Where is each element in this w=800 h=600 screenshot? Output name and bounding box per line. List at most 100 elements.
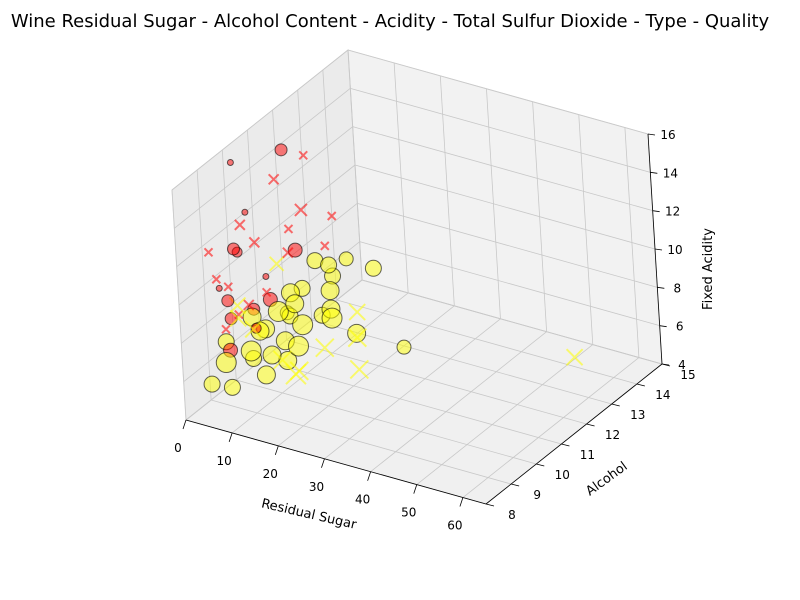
white-wine-point [256,365,276,385]
y-tick-mark [536,463,545,467]
white-wine-point [364,259,382,277]
x-marker-stroke [348,303,366,321]
grid-line-z [359,241,660,327]
y-tick-label: 9 [533,488,541,502]
x-marker-stroke [223,282,233,292]
white-wine-point [347,327,368,348]
x-marker-stroke [349,359,370,380]
z-tick-label: 10 [667,243,682,257]
z-tick-label: 6 [676,320,684,334]
z-tick-label: 8 [674,281,682,295]
white-wine-point [215,352,237,374]
x-tick-mark [367,471,371,481]
x-marker-stroke [267,173,280,185]
x-marker-stroke [315,337,335,358]
x-marker-stroke [244,320,262,339]
grid-line-x [370,331,547,473]
y-tick-label: 12 [605,428,620,442]
x-tick-mark [182,419,187,430]
white-wine-point [338,251,354,267]
y-tick-label: 10 [555,468,570,482]
grid-line-z [357,202,658,288]
white-wine-point [349,359,370,380]
grid-line-x [324,318,501,460]
x-marker-stroke [234,219,246,231]
red-wine-point [241,208,249,216]
x-tick-label: 0 [174,441,182,455]
white-wine-point [203,375,221,393]
x-axis-line [185,419,487,505]
red-wine-point [282,247,294,259]
y-axis-line [485,363,663,505]
grid-line-z [174,88,351,229]
z-tick-mark [654,248,663,251]
y-axis-label: Alcohol [583,459,630,499]
z-tick-label: 12 [665,205,680,219]
y-tick-mark [586,423,595,427]
z-tick-label: 14 [663,166,678,180]
x-marker-stroke [327,211,337,221]
white-wine-point [347,323,367,343]
white-wine-point [229,309,247,327]
x-marker-stroke [289,361,309,381]
red-wine-point [234,219,246,231]
x-marker-stroke [294,203,308,217]
white-wine-point [315,337,335,358]
x-marker-stroke [268,256,285,272]
x-marker-stroke [211,274,222,284]
grid-line-y [336,299,637,385]
x-marker-stroke [320,241,330,251]
grid-line-y [261,359,562,445]
x-marker-stroke [221,324,231,334]
white-wine-point [267,300,289,322]
grid-line-z [350,87,651,173]
white-wine-point [288,335,310,357]
white-wine-point [240,340,262,362]
grid-line-z [176,126,353,267]
y-tick-mark [485,503,495,507]
red-wine-point [248,236,261,249]
white-wine-point [223,378,241,396]
z-tick-mark [659,325,667,328]
x-tick-mark [459,497,464,507]
white-wine-point [244,320,262,339]
x-marker-stroke [248,236,261,249]
red-wine-point [221,324,231,334]
z-tick-mark [661,363,670,366]
grid-line-z [178,164,356,306]
x-tick-label: 30 [309,480,324,494]
z-axis-label: Fixed Acidity [701,228,716,310]
y-tick-label: 15 [680,368,695,382]
y-tick-label: 8 [508,508,516,522]
x-tick-mark [321,458,325,468]
grid-line-z [354,164,656,250]
white-wine-point [272,350,293,370]
x-tick-mark [413,484,418,494]
tick-labels: 0 10 20 30 40 50 60 8 9 10 11 12 13 14 154 6 8 10 12 14 16 [174,128,695,533]
grid-line-x [462,357,640,498]
z-tick-mark [652,210,660,213]
x-tick-mark [228,432,233,443]
red-wine-point [261,287,272,298]
y-tick-label: 14 [655,388,670,402]
white-wine-point [285,294,305,314]
grid-line-y [236,379,537,465]
z-tick-mark [647,133,656,136]
z-tick-label: 16 [660,128,675,142]
grid-line-z [352,126,653,212]
white-wine-point [396,339,412,355]
red-wine-point [226,242,240,256]
x-marker-stroke [229,309,247,327]
grid-line-z [347,49,649,135]
z-tick-label: 4 [678,358,686,372]
red-wine-point [226,159,234,167]
red-wine-point [262,272,270,280]
x-marker-stroke [565,348,584,366]
red-wine-point [294,203,308,217]
x-tick-label: 50 [401,506,416,520]
x-axis-label: Residual Sugar [260,496,359,533]
x-marker-stroke [283,224,294,234]
white-wine-point [320,256,338,274]
